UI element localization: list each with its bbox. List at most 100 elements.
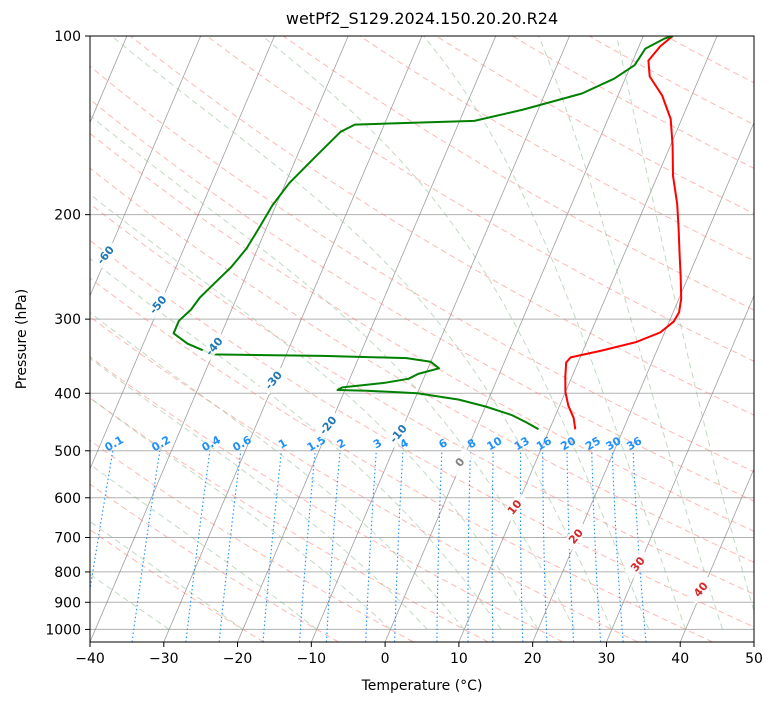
- x-tick-label: 0: [381, 651, 390, 667]
- y-tick-label: 1000: [45, 622, 81, 638]
- moist-adiabat: [90, 520, 244, 630]
- isotherm-label-bg: [259, 365, 287, 395]
- mixing-ratio-line: [491, 450, 494, 642]
- y-tick-label: 200: [54, 208, 81, 224]
- y-tick-label: 400: [54, 386, 81, 402]
- isotherm-label-bg: [623, 549, 652, 579]
- moist-adiabat: [90, 312, 465, 630]
- y-tick-label: 300: [54, 312, 81, 328]
- mixing-ratio-label: 3: [371, 436, 384, 451]
- mixing-ratio-line: [591, 450, 602, 642]
- x-tick-label: 30: [598, 651, 616, 667]
- dewpoint-profile-line: [172, 36, 674, 431]
- dry-adiabat: [90, 98, 754, 502]
- y-tick-label: 600: [54, 491, 81, 507]
- moist-adiabat: [90, 114, 576, 630]
- moist-adiabat: [423, 36, 687, 630]
- mixing-ratio-line: [218, 450, 242, 642]
- background-lines: [0, 36, 754, 642]
- x-tick-label: 20: [524, 651, 542, 667]
- mixing-ratio-label: 2: [335, 436, 348, 451]
- isotherm-label-bg: [0, 141, 14, 170]
- dry-adiabat: [90, 397, 489, 642]
- y-tick-label: 800: [54, 565, 81, 581]
- x-tick-label: 10: [450, 651, 468, 667]
- isotherm-line: [90, 36, 275, 470]
- chart-title: wetPf2_S129.2024.150.20.20.R24: [285, 9, 559, 28]
- isotherm-label: -60: [91, 240, 119, 270]
- dry-adiabat: [90, 439, 414, 642]
- isotherm-label-bg: [314, 410, 342, 440]
- isotherm-label-bg: [91, 240, 119, 270]
- moist-adiabat: [616, 36, 754, 613]
- isotherm-line: [679, 467, 754, 642]
- plot-frame: [89, 35, 755, 643]
- y-tick-label: 900: [54, 595, 81, 611]
- moist-adiabat: [90, 463, 318, 630]
- isotherm-label: -80: [0, 141, 14, 171]
- moist-adiabat: [90, 573, 170, 630]
- moist-adiabat: [90, 193, 539, 630]
- contour-labels: 0.10.20.40.611.52346810131620253036-100-…: [0, 141, 715, 604]
- mixing-ratio-line: [131, 450, 161, 642]
- isotherm-line: [90, 36, 128, 124]
- moist-adiabat: [111, 36, 613, 630]
- isotherm-line: [753, 640, 754, 642]
- x-tick-label: −20: [223, 651, 253, 667]
- dry-adiabat: [90, 483, 339, 642]
- mixing-ratio-label: 1: [276, 436, 289, 451]
- dry-adiabat: [90, 356, 564, 642]
- moist-adiabat: [261, 36, 650, 630]
- dry-adiabat: [90, 167, 754, 563]
- isotherm-label: -50: [144, 290, 172, 320]
- isotherm-line: [458, 36, 718, 642]
- mixing-ratio-line: [90, 450, 114, 594]
- y-tick-label: 700: [54, 531, 81, 547]
- isotherm-label-bg: [500, 492, 528, 522]
- moist-adiabat: [90, 357, 428, 630]
- mixing-ratio-line: [185, 450, 211, 642]
- dry-adiabat: [90, 203, 754, 595]
- isotherm-line: [237, 36, 497, 642]
- mixing-ratio-line: [467, 450, 472, 642]
- isotherm-label-bg: [446, 447, 474, 477]
- mixing-ratio-line: [611, 450, 624, 642]
- isotherm-line: [163, 36, 423, 642]
- isotherm-label: 0: [446, 447, 474, 477]
- x-tick-label: 50: [745, 651, 763, 667]
- isotherm-label-bg: [144, 290, 172, 320]
- dry-adiabat: [130, 36, 754, 416]
- mixing-ratio-label: 6: [437, 436, 450, 451]
- isotherm-label-bg: [562, 521, 590, 551]
- temperature-profile-line: [564, 36, 683, 430]
- mixing-ratio-line: [632, 450, 647, 642]
- dry-adiabat: [283, 36, 754, 311]
- dry-adiabat: [90, 277, 713, 642]
- isotherm-line: [606, 294, 754, 642]
- mixing-ratio-line: [262, 450, 283, 642]
- x-axis-label: Temperature (°C): [361, 678, 483, 694]
- isotherm-label: -30: [259, 365, 287, 395]
- dry-adiabat: [90, 132, 754, 532]
- axis-ticks: −40 −30 −20 −10 0 10 20 30 40 5010020030040050060…: [45, 29, 763, 667]
- dry-adiabat: [90, 316, 639, 642]
- x-tick-label: −30: [149, 651, 179, 667]
- x-tick-label: −10: [297, 651, 327, 667]
- dry-adiabat: [665, 36, 754, 84]
- mixing-ratio-line: [394, 450, 404, 642]
- x-tick-label: 40: [671, 651, 689, 667]
- isotherm-line: [532, 121, 754, 642]
- mixing-ratio-line: [436, 450, 443, 642]
- isotherm-label-text: -80: [0, 144, 12, 168]
- y-tick-label: 500: [54, 444, 81, 460]
- isotherm-label-bg: [384, 418, 412, 449]
- mixing-ratio-line: [519, 450, 524, 642]
- moist-adiabat: [90, 258, 502, 630]
- mixing-ratio-line: [365, 450, 377, 642]
- isotherm-line: [0, 36, 53, 642]
- dry-adiabat: [359, 36, 754, 262]
- isotherm-label-bg: [686, 574, 715, 604]
- isotherm-label: 30: [623, 549, 652, 579]
- isotherm-line: [90, 36, 202, 297]
